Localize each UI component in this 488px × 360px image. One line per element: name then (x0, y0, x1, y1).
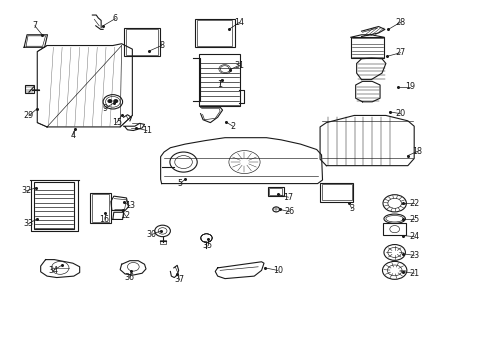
Text: 3: 3 (348, 204, 353, 213)
Text: 37: 37 (174, 275, 184, 284)
Text: 31: 31 (234, 61, 244, 70)
Bar (196, 20, 232, 46)
Text: 19: 19 (405, 82, 414, 91)
Text: 23: 23 (408, 251, 418, 260)
Bar (194, 19, 234, 47)
Bar (269, 188, 282, 195)
Text: 17: 17 (283, 193, 293, 202)
Text: 12: 12 (120, 211, 130, 220)
Bar (350, 37, 383, 58)
Text: 25: 25 (408, 215, 418, 224)
Bar (320, 183, 352, 202)
Text: 9: 9 (103, 104, 108, 113)
Text: 32: 32 (21, 186, 32, 195)
Text: 26: 26 (284, 207, 294, 216)
Bar (198, 54, 240, 107)
Bar (34, 182, 74, 229)
Text: 24: 24 (408, 232, 418, 241)
Bar (382, 223, 406, 235)
Bar (90, 193, 111, 223)
Text: 8: 8 (159, 41, 164, 50)
Text: 36: 36 (124, 273, 135, 282)
Bar (267, 187, 283, 196)
Text: 30: 30 (146, 230, 157, 239)
Bar (123, 28, 160, 56)
Text: 29: 29 (24, 111, 34, 120)
Bar (321, 184, 351, 201)
Text: 13: 13 (124, 201, 135, 210)
Text: 22: 22 (408, 199, 418, 208)
Text: 18: 18 (412, 147, 422, 156)
Text: 27: 27 (395, 48, 405, 57)
Text: 33: 33 (23, 219, 33, 228)
Text: 14: 14 (234, 18, 244, 27)
Text: 20: 20 (395, 109, 405, 118)
Bar (25, 85, 34, 93)
Text: 6: 6 (113, 14, 118, 23)
Bar (126, 29, 158, 55)
Circle shape (108, 100, 112, 103)
Text: 15: 15 (111, 118, 122, 127)
Text: 7: 7 (32, 21, 37, 30)
Text: 1: 1 (217, 81, 222, 90)
Text: 34: 34 (48, 266, 58, 275)
Bar (159, 240, 165, 244)
Text: 21: 21 (408, 269, 418, 278)
Text: 28: 28 (395, 18, 405, 27)
Text: 5: 5 (177, 179, 183, 188)
Text: 11: 11 (142, 126, 152, 135)
Text: 10: 10 (272, 266, 282, 275)
Text: 35: 35 (203, 241, 213, 250)
Text: 2: 2 (230, 122, 235, 131)
Text: 4: 4 (70, 131, 75, 140)
Circle shape (114, 100, 118, 103)
Text: 16: 16 (100, 215, 109, 224)
Bar (92, 194, 109, 222)
